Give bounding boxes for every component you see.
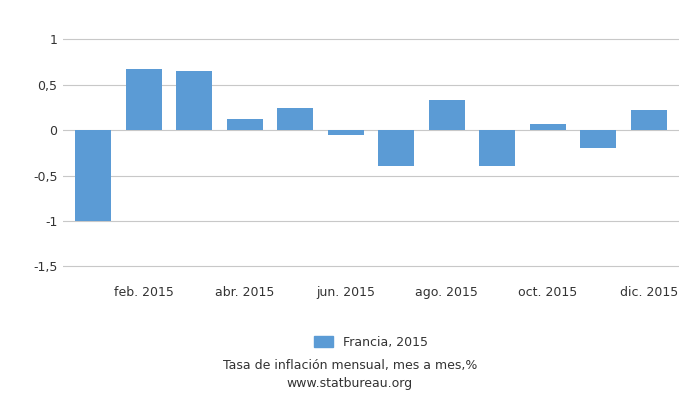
Bar <box>75 130 111 221</box>
Bar <box>125 69 162 130</box>
Bar <box>277 108 314 130</box>
Bar <box>227 119 263 130</box>
Bar <box>479 130 515 166</box>
Bar <box>428 100 465 130</box>
Bar <box>328 130 364 135</box>
Text: www.statbureau.org: www.statbureau.org <box>287 378 413 390</box>
Bar <box>580 130 617 148</box>
Bar <box>176 71 213 130</box>
Bar <box>378 130 414 166</box>
Legend: Francia, 2015: Francia, 2015 <box>309 331 433 354</box>
Text: Tasa de inflación mensual, mes a mes,%: Tasa de inflación mensual, mes a mes,% <box>223 360 477 372</box>
Bar <box>529 124 566 130</box>
Bar <box>631 110 667 130</box>
